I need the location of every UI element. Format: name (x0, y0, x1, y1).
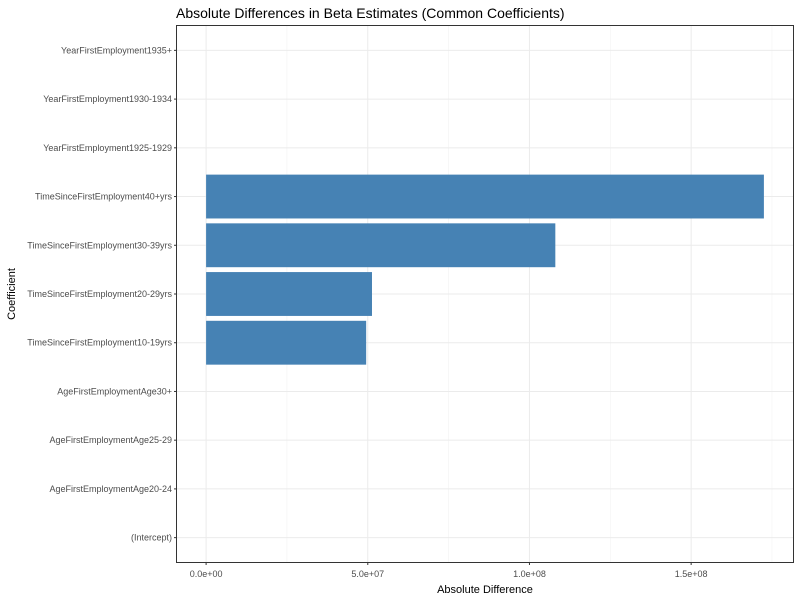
bars (206, 174, 764, 365)
x-axis: 0.0e+00 5.0e+07 1.0e+08 1.5e+08 (190, 562, 708, 579)
x-tick-label: 0.0e+00 (190, 569, 223, 579)
x-tick-label: 1.5e+08 (675, 569, 708, 579)
bar (206, 320, 367, 365)
y-axis: (Intercept) AgeFirstEmploymentAge20-24 Age… (27, 45, 177, 543)
chart-title: Absolute Differences in Beta Estimates (… (176, 5, 565, 21)
y-axis-title: Coefficient (6, 268, 18, 320)
y-tick-label: TimeSinceFirstEmployment40+yrs (35, 192, 172, 202)
y-tick-label: YearFirstEmployment1935+ (61, 45, 172, 55)
y-tick-label: YearFirstEmployment1925-1929 (43, 143, 172, 153)
y-tick-label: AgeFirstEmploymentAge25-29 (49, 435, 172, 445)
y-tick-label: YearFirstEmployment1930-1934 (43, 94, 172, 104)
x-tick-label: 5.0e+07 (351, 569, 384, 579)
y-tick-label: (Intercept) (131, 533, 172, 543)
bar (206, 174, 764, 219)
y-tick-label: AgeFirstEmploymentAge30+ (57, 386, 172, 396)
y-tick-label: AgeFirstEmploymentAge20-24 (49, 484, 172, 494)
x-axis-title: Absolute Difference (437, 584, 533, 596)
y-tick-label: TimeSinceFirstEmployment30-39yrs (27, 240, 172, 250)
y-tick-label: TimeSinceFirstEmployment10-19yrs (27, 338, 172, 348)
x-tick-label: 1.0e+08 (513, 569, 546, 579)
grid (177, 26, 793, 562)
bar (206, 223, 556, 268)
bar (206, 272, 372, 316)
y-tick-label: TimeSinceFirstEmployment20-29yrs (27, 289, 172, 299)
